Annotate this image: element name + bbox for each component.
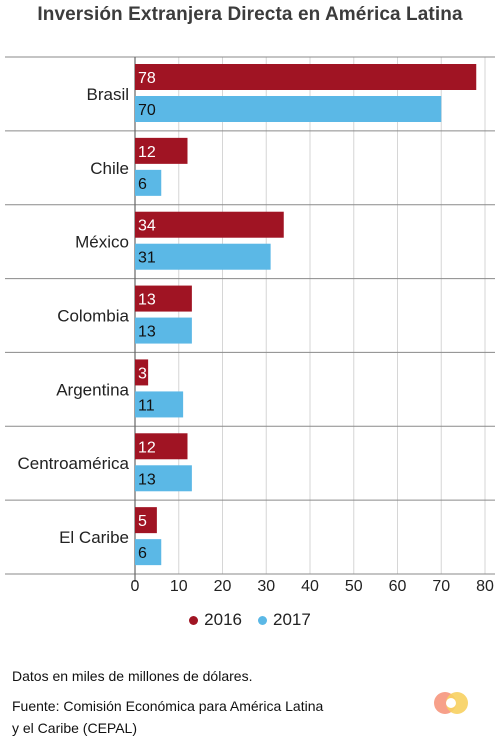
category-label: Argentina [56,380,129,399]
x-tick-label: 50 [345,578,363,595]
bar-2017 [135,96,442,122]
x-tick-label: 0 [131,578,140,595]
data-label-2016: 12 [138,144,156,161]
x-tick-label: 70 [432,578,450,595]
bar-2016 [135,359,149,386]
chart-title: Inversión Extranjera Directa en América … [37,4,463,25]
data-label-2017: 13 [138,324,156,341]
legend: 2016 2017 [0,610,500,630]
legend-item-2016: 2016 [189,610,242,630]
bar-2017 [135,169,162,196]
x-tick-label: 10 [170,578,188,595]
bar-2017 [135,243,271,270]
bar-2016 [135,64,477,90]
units-note: Datos en miles de millones de dólares. [12,668,253,684]
data-label-2017: 70 [138,102,156,119]
data-label-2017: 6 [138,545,147,562]
bar-2017 [135,317,192,344]
bar-2017 [135,539,162,566]
category-label: El Caribe [59,528,129,547]
category-label: Colombia [57,307,129,326]
legend-swatch-2016 [189,615,199,625]
category-label: Centroamérica [18,454,130,473]
data-label-2016: 13 [138,292,156,309]
legend-swatch-2017 [258,615,267,625]
bar-2017 [135,465,192,492]
x-tick-label: 80 [476,578,494,595]
publisher-logo-icon [434,692,468,714]
x-tick-label: 30 [257,578,275,595]
data-label-2017: 6 [138,176,147,193]
data-label-2017: 11 [138,397,155,414]
data-label-2016: 12 [138,439,156,456]
source-line-1: Fuente: Comisión Económica para América … [12,698,324,714]
source-note: Fuente: Comisión Económica para América … [12,695,323,739]
bar-2016 [135,137,188,164]
data-label-2017: 13 [138,471,156,488]
data-label-2016: 5 [138,513,147,530]
x-tick-label: 40 [301,578,319,595]
data-label-2016: 3 [138,365,147,382]
bar-2016 [135,211,284,238]
data-label-2016: 78 [138,70,156,87]
category-label: Chile [90,159,129,178]
bar-2016 [135,285,192,312]
legend-label-2016: 2016 [204,610,242,629]
bar-chart: Brasil 78 70 Chile 12 6 México 34 31 Colombia 13 13… [5,56,495,595]
category-label: México [75,233,129,252]
x-tick-label: 20 [214,578,232,595]
data-label-2016: 34 [138,218,156,235]
bar-2016 [135,433,188,460]
bar-2016 [135,507,157,534]
bar-2017 [135,391,184,418]
data-label-2017: 31 [138,250,156,267]
legend-item-2017: 2017 [258,610,311,630]
x-tick-label: 60 [389,578,407,595]
category-label: Brasil [86,85,129,104]
source-line-2: y el Caribe (CEPAL) [12,720,138,736]
legend-label-2017: 2017 [273,610,311,629]
